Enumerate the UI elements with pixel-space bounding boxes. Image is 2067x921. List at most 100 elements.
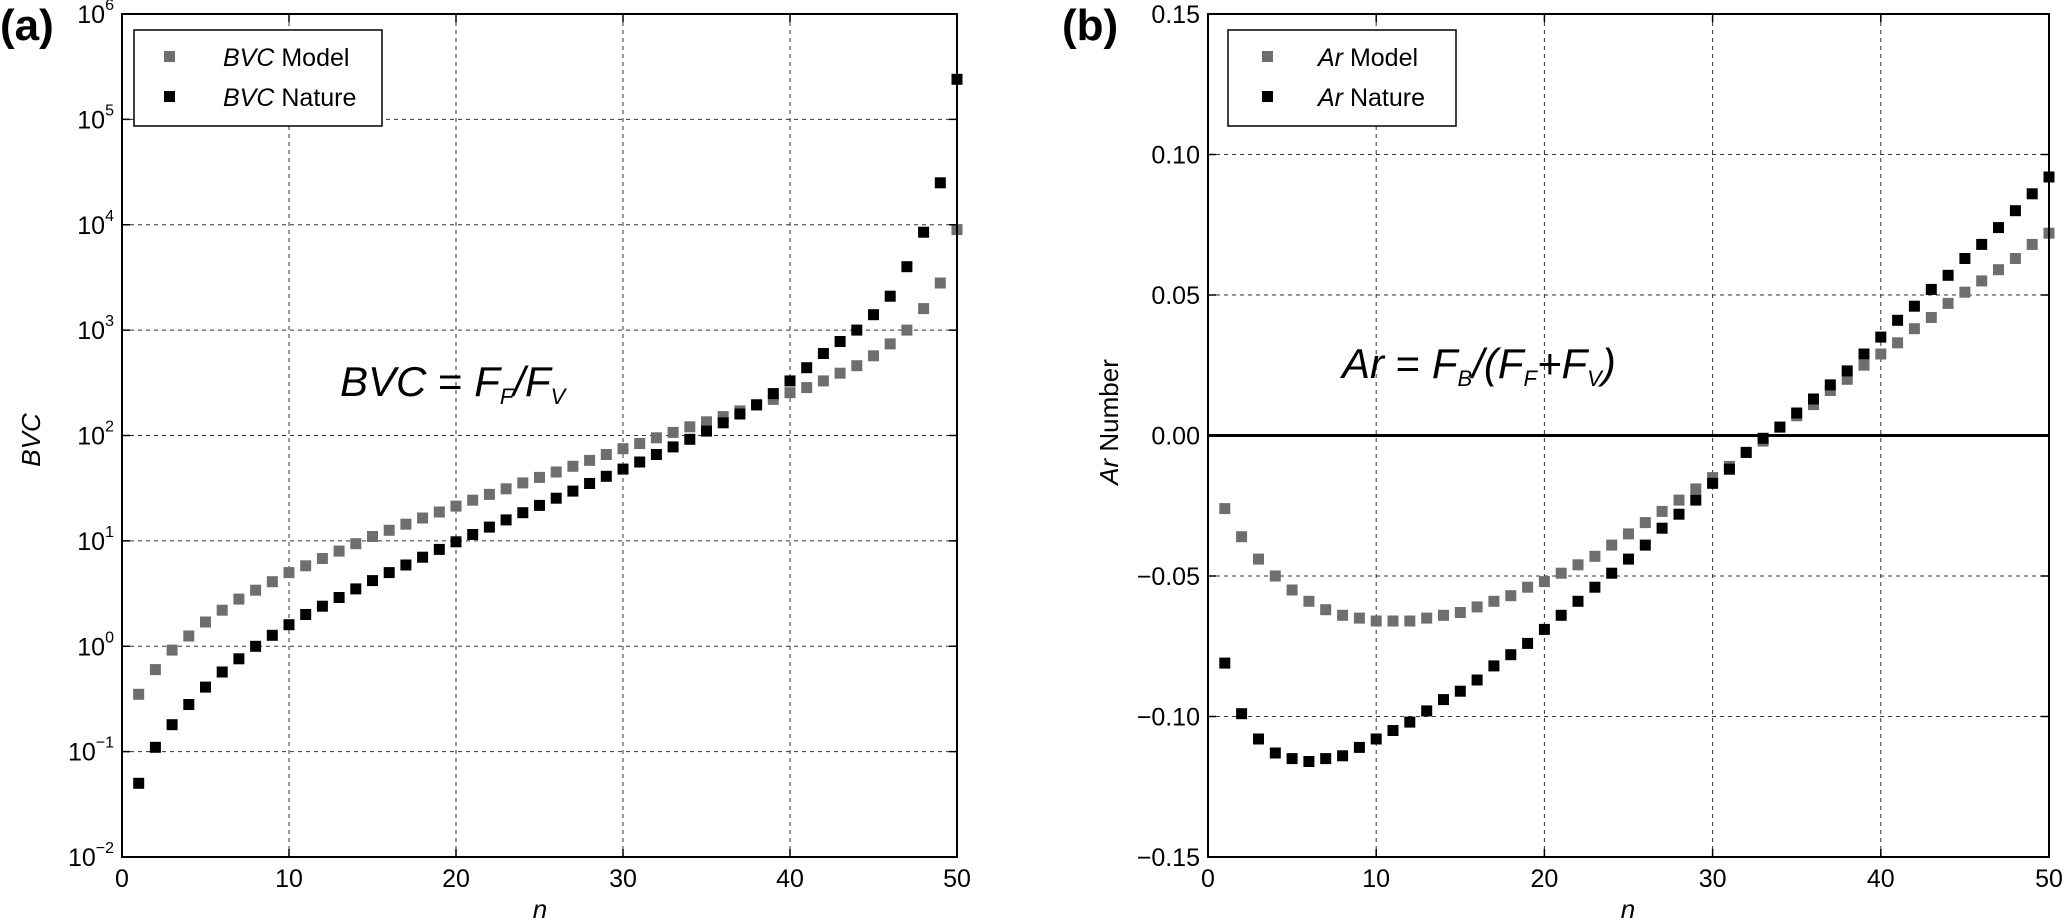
point-model: [1589, 550, 1601, 562]
x-tick-label: 20: [1530, 865, 1558, 893]
point-model: [1387, 615, 1399, 627]
x-tick-label: 10: [275, 865, 303, 893]
point-nature: [450, 536, 462, 548]
point-model: [1404, 615, 1416, 627]
x-tick-label: 10: [1362, 865, 1390, 893]
legend-box-a: [133, 29, 383, 127]
tick-labels-a: 0 10 20 30 40 50 10−2 10−1 100 101 102 103 104 105 106: [68, 0, 971, 893]
point-nature: [1471, 674, 1483, 686]
point-model: [266, 576, 278, 588]
point-model: [1538, 576, 1550, 588]
point-nature: [1723, 463, 1735, 475]
point-nature: [817, 348, 829, 359]
point-model: [1555, 567, 1567, 579]
x-tick-label: 0: [115, 865, 129, 893]
chart-b: (b) 0 10 20 30 40 50 −0.15 −0.10 −0.05 0.00 0.05 0.…: [1062, 1, 2063, 921]
point-model: [1841, 373, 1853, 385]
x-tick-label: 40: [1867, 865, 1895, 893]
x-tick-label: 30: [1699, 865, 1727, 893]
point-model: [918, 303, 930, 315]
point-model: [1606, 539, 1618, 551]
point-nature: [684, 433, 696, 445]
y-tick-label: 0.10: [1151, 142, 1200, 170]
point-model: [801, 382, 813, 394]
point-nature: [216, 666, 228, 678]
point-model: [701, 416, 712, 428]
point-nature: [367, 575, 378, 587]
point-nature: [233, 653, 245, 665]
y-tick-label: −0.05: [1137, 563, 1200, 591]
point-model: [333, 545, 345, 557]
panel-label-b: (b): [1062, 1, 1118, 50]
point-model: [1942, 297, 1954, 309]
legend-label-a-model: BVC Model: [223, 44, 349, 72]
point-nature: [1488, 660, 1500, 672]
point-nature: [734, 408, 746, 420]
point-model: [1236, 531, 1248, 543]
point-model: [233, 593, 245, 605]
point-model: [400, 518, 412, 530]
point-model: [1892, 337, 1904, 349]
point-nature: [1841, 365, 1853, 377]
point-nature: [1976, 238, 1988, 250]
point-model: [149, 664, 161, 676]
point-model: [250, 584, 262, 596]
point-nature: [1656, 522, 1668, 534]
points-b: [1219, 171, 2055, 767]
point-model: [1993, 264, 2004, 276]
point-nature: [1269, 747, 1281, 759]
legend-marker-b-model: [1262, 51, 1273, 62]
point-model: [300, 560, 312, 572]
y-tick-label: −0.15: [1137, 844, 1200, 872]
point-nature: [2026, 188, 2038, 200]
point-model: [1976, 275, 1988, 287]
legend-marker-a-nature: [164, 91, 175, 102]
point-nature: [868, 309, 879, 321]
point-model: [350, 538, 362, 550]
point-model: [216, 604, 228, 616]
point-model: [851, 360, 863, 372]
point-nature: [584, 478, 596, 489]
point-nature: [634, 456, 646, 468]
point-nature: [1824, 379, 1836, 391]
y-tick-label: 101: [77, 524, 114, 556]
point-nature: [667, 441, 679, 453]
point-model: [367, 531, 378, 542]
point-model: [717, 411, 729, 423]
point-model: [650, 432, 662, 444]
point-nature: [400, 559, 412, 571]
point-model: [934, 277, 946, 289]
point-nature: [801, 362, 813, 374]
panel-label-a: (a): [0, 1, 54, 50]
x-tick-label: 0: [1201, 865, 1215, 893]
point-model: [550, 466, 562, 478]
point-nature: [1286, 753, 1298, 765]
ticks-a: [121, 13, 958, 858]
point-model: [1253, 553, 1264, 565]
point-model: [901, 324, 913, 336]
point-nature: [901, 261, 913, 273]
point-nature: [1253, 733, 1264, 745]
point-nature: [1623, 553, 1634, 565]
point-nature: [1589, 581, 1601, 593]
point-nature: [467, 529, 479, 540]
point-model: [684, 421, 696, 433]
y-axis-label-a: BVC: [16, 413, 46, 467]
x-tick-label: 30: [609, 865, 637, 893]
point-model: [517, 477, 529, 489]
point-nature: [600, 470, 612, 482]
point-nature: [1791, 407, 1803, 419]
point-model: [1353, 612, 1365, 624]
point-nature: [1757, 432, 1769, 444]
point-nature: [934, 177, 946, 189]
point-nature: [767, 388, 779, 400]
point-nature: [1353, 741, 1365, 753]
point-model: [817, 375, 829, 387]
point-nature: [1993, 222, 2004, 234]
point-model: [1707, 472, 1719, 484]
point-nature: [1774, 421, 1786, 433]
point-model: [1572, 559, 1584, 571]
point-model: [1337, 609, 1349, 621]
point-model: [1808, 399, 1819, 411]
